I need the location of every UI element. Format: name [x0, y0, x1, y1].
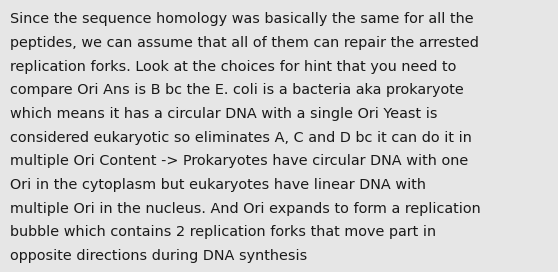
Text: multiple Ori Content -> Prokaryotes have circular DNA with one: multiple Ori Content -> Prokaryotes have… [10, 154, 468, 168]
Text: compare Ori Ans is B bc the E. coli is a bacteria aka prokaryote: compare Ori Ans is B bc the E. coli is a… [10, 83, 464, 97]
Text: peptides, we can assume that all of them can repair the arrested: peptides, we can assume that all of them… [10, 36, 479, 50]
Text: Ori in the cytoplasm but eukaryotes have linear DNA with: Ori in the cytoplasm but eukaryotes have… [10, 178, 426, 192]
Text: which means it has a circular DNA with a single Ori Yeast is: which means it has a circular DNA with a… [10, 107, 437, 121]
Text: multiple Ori in the nucleus. And Ori expands to form a replication: multiple Ori in the nucleus. And Ori exp… [10, 202, 481, 215]
Text: opposite directions during DNA synthesis: opposite directions during DNA synthesis [10, 249, 307, 263]
Text: considered eukaryotic so eliminates A, C and D bc it can do it in: considered eukaryotic so eliminates A, C… [10, 131, 472, 144]
Text: replication forks. Look at the choices for hint that you need to: replication forks. Look at the choices f… [10, 60, 456, 73]
Text: Since the sequence homology was basically the same for all the: Since the sequence homology was basicall… [10, 12, 474, 26]
Text: bubble which contains 2 replication forks that move part in: bubble which contains 2 replication fork… [10, 225, 436, 239]
